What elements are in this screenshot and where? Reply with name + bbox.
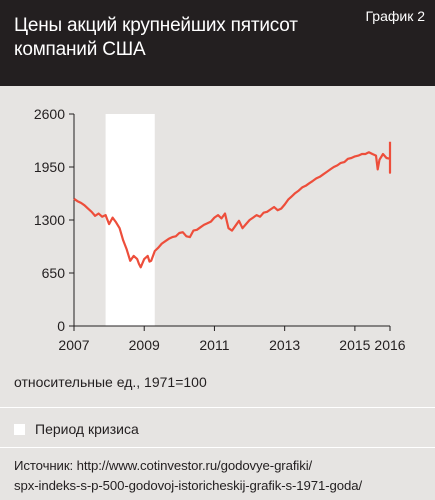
crisis-band bbox=[105, 114, 155, 326]
source-line-2: spx-indeks-s-p-500-godovoj-istoricheskij… bbox=[14, 478, 363, 493]
x-tick-label: 2009 bbox=[129, 337, 160, 353]
y-unit-note: относительные ед., 1971=100 bbox=[14, 374, 207, 390]
y-tick-label: 1300 bbox=[34, 212, 65, 228]
chart-number-label: График 2 bbox=[365, 8, 425, 24]
x-tick-label: 2007 bbox=[58, 337, 89, 353]
source-line-1: Источник: http://www.cotinvestor.ru/godo… bbox=[14, 458, 313, 473]
legend: Период кризиса bbox=[14, 420, 139, 438]
series-line bbox=[73, 141, 392, 269]
x-tick-label: 2011 bbox=[199, 337, 229, 353]
legend-label-crisis: Период кризиса bbox=[35, 421, 139, 437]
x-tick-label: 2013 bbox=[269, 337, 300, 353]
y-tick-label: 0 bbox=[57, 318, 65, 334]
y-tick-label: 2600 bbox=[34, 106, 65, 122]
x-tick-label: 2016 bbox=[374, 337, 405, 353]
chart-header: Цены акций крупнейших пятисот компаний С… bbox=[0, 0, 435, 86]
divider bbox=[0, 407, 435, 408]
y-tick-label: 1950 bbox=[34, 159, 65, 175]
legend-swatch-crisis bbox=[14, 423, 25, 435]
x-tick-label: 2015 bbox=[339, 337, 370, 353]
line-chart: 0 650 1300 1950 2600 2007 2009 2011 2013 2015 2016 bbox=[34, 106, 406, 353]
y-tick-label: 650 bbox=[42, 265, 66, 281]
source-note: Источник: http://www.cotinvestor.ru/godo… bbox=[14, 456, 434, 496]
chart-title: Цены акций крупнейших пятисот компаний С… bbox=[14, 15, 298, 60]
divider bbox=[0, 447, 435, 448]
